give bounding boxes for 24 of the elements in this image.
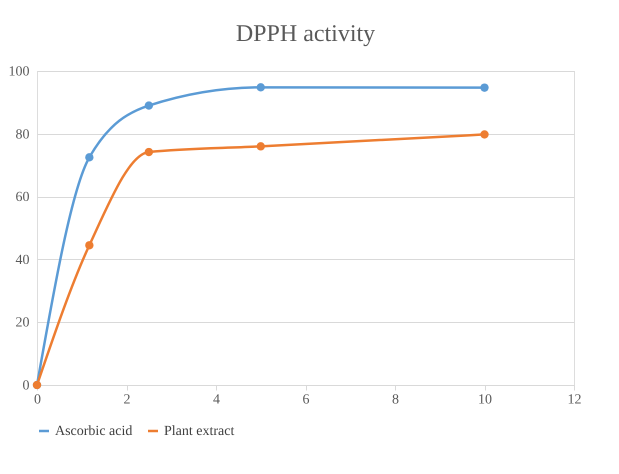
x-tick-label: 4 — [213, 392, 220, 408]
point — [256, 142, 265, 151]
x-tick-label: 0 — [34, 392, 41, 408]
point — [480, 83, 489, 92]
point — [480, 130, 489, 139]
point — [144, 101, 154, 110]
legend-label: Plant extract — [164, 424, 234, 439]
y-tick-label: 80 — [16, 127, 30, 142]
x-tick-label: 6 — [302, 392, 310, 408]
legend-label: Ascorbic acid — [55, 424, 132, 439]
y-tick-label: 0 — [22, 378, 30, 394]
x-tick-label: 2 — [124, 392, 130, 408]
point — [256, 83, 265, 92]
chart-title: DPPH activity — [236, 21, 376, 47]
point — [85, 153, 94, 162]
x-tick-label: 12 — [568, 392, 582, 408]
y-tick-label: 20 — [16, 316, 30, 331]
y-tick-label: 40 — [16, 252, 30, 268]
y-tick-label: 100 — [8, 64, 30, 80]
x-tick-label: 8 — [392, 392, 399, 408]
x-tick-label: 10 — [478, 392, 492, 408]
y-tick-label: 60 — [16, 190, 30, 206]
point — [85, 241, 94, 250]
point — [144, 148, 154, 156]
